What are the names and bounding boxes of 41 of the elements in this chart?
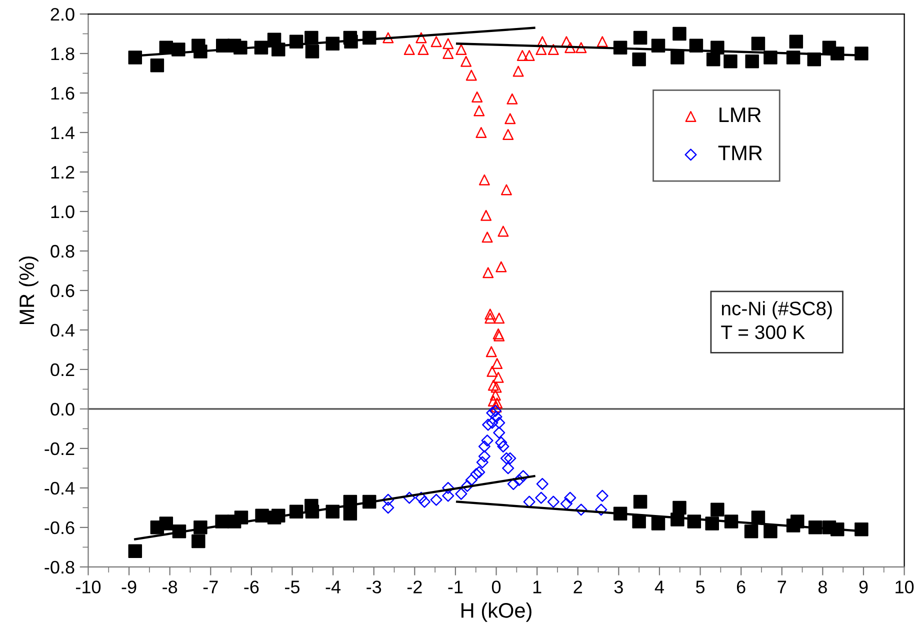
x-tick-label: -3: [366, 580, 382, 594]
x-tick-label: -2: [407, 580, 422, 594]
x-tick-label: 5: [696, 580, 705, 594]
x-tick-label: 0: [492, 580, 501, 594]
x-tick-label: -5: [285, 580, 300, 594]
x-tick-label: 9: [859, 580, 868, 594]
legend-label: LMR: [720, 108, 761, 122]
x-tick-label: 3: [614, 580, 623, 594]
x-tick-label: 8: [818, 580, 827, 594]
x-tick-label: 4: [654, 580, 664, 594]
x-tick-label: 7: [778, 580, 786, 594]
y-tick-label: 2.0: [50, 8, 74, 21]
x-tick-label: 1: [533, 580, 542, 594]
y-tick-label: 1.0: [51, 205, 74, 218]
y-tick-label: 1.2: [51, 166, 74, 179]
x-tick-label: -9: [122, 580, 136, 594]
y-tick-label: -0.8: [44, 560, 74, 574]
x-tick-label: 6: [736, 580, 746, 594]
x-tick-label: -8: [162, 580, 178, 594]
y-tick-label: -0.6: [44, 521, 74, 534]
x-axis-title: H (kOe): [462, 602, 532, 622]
y-tick-label: 1.8: [51, 47, 74, 60]
y-tick-label: -0.2: [44, 442, 74, 456]
y-axis-title: MR (%): [18, 256, 38, 324]
x-tick-label: -7: [203, 580, 218, 594]
x-tick-label: -1: [448, 580, 463, 594]
y-tick-label: -0.4: [44, 482, 75, 495]
x-tick-label: -4: [326, 580, 341, 594]
legend-label: TMR: [718, 146, 762, 160]
y-tick-label: 0.6: [50, 284, 74, 298]
y-tick-label: 1.6: [51, 86, 74, 100]
x-tick-label: -6: [244, 580, 259, 594]
x-tick-label: 10: [896, 580, 914, 594]
y-tick-label: 0.4: [50, 324, 75, 337]
annotation: nc-Ni (#SC8) T = 300 K: [721, 301, 832, 340]
y-tick-label: 0.0: [50, 402, 74, 416]
x-tick-label: -10: [76, 580, 101, 594]
x-tick-label: 2: [574, 580, 582, 594]
y-tick-label: 0.8: [50, 244, 74, 258]
y-tick-label: 0.2: [50, 363, 74, 376]
y-tick-label: 1.4: [51, 126, 75, 140]
